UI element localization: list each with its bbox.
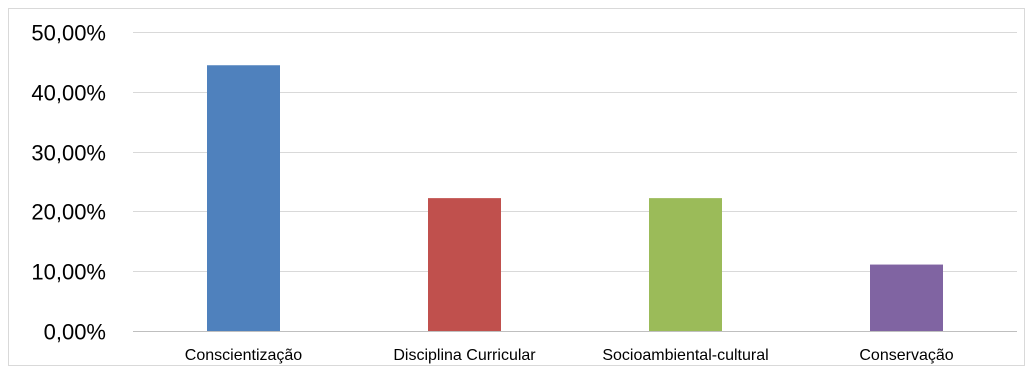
y-tick-label: 30,00% xyxy=(31,141,106,166)
bar xyxy=(207,65,280,331)
y-tick-label: 0,00% xyxy=(44,320,106,345)
category-label: Conservação xyxy=(859,347,953,364)
y-tick-label: 10,00% xyxy=(31,260,106,285)
category-label: Conscientização xyxy=(185,347,303,364)
bar xyxy=(428,198,501,331)
gridlines xyxy=(133,32,1017,332)
y-tick-label: 40,00% xyxy=(31,81,106,106)
bar xyxy=(649,198,722,331)
y-axis-tick-labels: 0,00% 10,00% 20,00% 30,00% 40,00% 50,00% xyxy=(31,21,106,345)
y-tick-label: 50,00% xyxy=(31,21,106,46)
x-axis-category-labels: Conscientização Disciplina Curricular Soci… xyxy=(185,347,954,364)
category-label: Disciplina Curricular xyxy=(393,347,536,364)
chart-frame xyxy=(8,8,1025,366)
y-tick-label: 20,00% xyxy=(31,200,106,225)
bars xyxy=(207,65,943,331)
category-label: Socioambiental-cultural xyxy=(602,347,768,364)
bar xyxy=(870,264,943,331)
